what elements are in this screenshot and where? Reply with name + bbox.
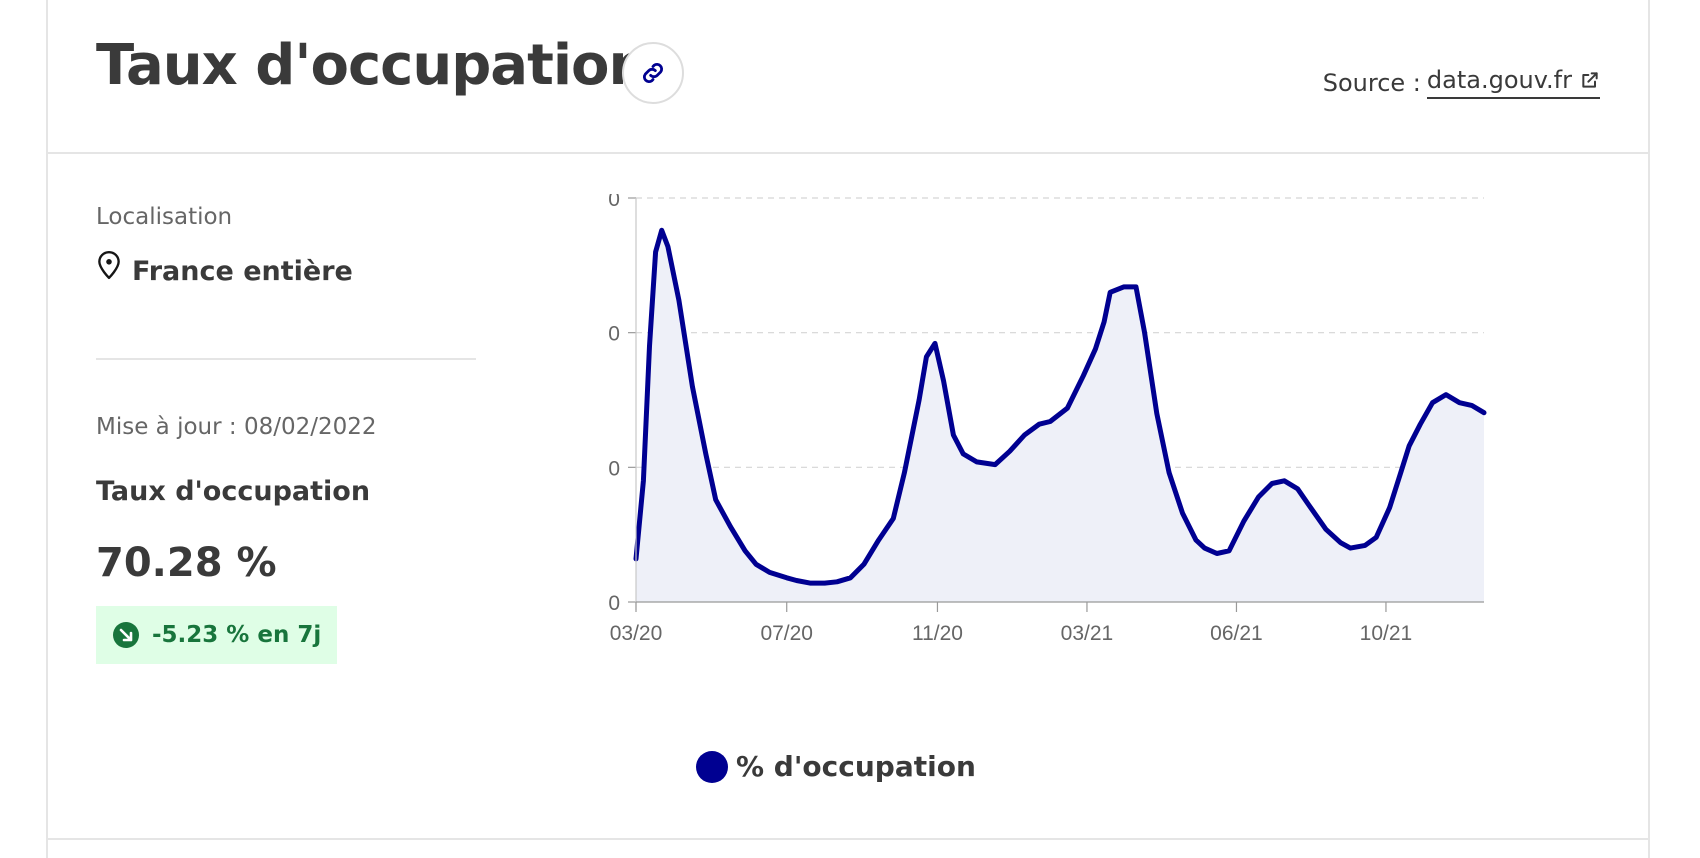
copy-link-button[interactable] <box>622 42 684 104</box>
x-tick-label: 10/21 <box>1360 622 1413 645</box>
location-value: France entière <box>132 256 353 287</box>
page-title: Taux d'occupation <box>96 33 648 98</box>
x-tick-label: 06/21 <box>1210 622 1263 645</box>
x-tick-label: 03/21 <box>1061 622 1114 645</box>
metric-label: Taux d'occupation <box>96 476 371 507</box>
source-prefix: Source : <box>1322 68 1421 97</box>
metric-value: 70.28 % <box>96 540 277 586</box>
occupancy-chart: 0 50 100 150 03/20 07/20 11/20 03/21 06/21 10/21 <box>608 194 1487 645</box>
link-icon <box>642 62 664 84</box>
chart-axes: 0 50 100 150 03/20 07/20 11/20 03/21 06/21 10/21 <box>608 194 1484 645</box>
x-tick-label: 11/20 <box>912 622 963 645</box>
bottom-divider <box>48 838 1648 840</box>
map-pin-icon <box>98 250 120 280</box>
x-tick-label: 07/20 <box>760 622 813 645</box>
external-link-icon <box>1582 72 1598 88</box>
y-tick-label: 50 <box>608 457 620 480</box>
chart-legend: % d'occupation <box>696 750 976 783</box>
source-link[interactable]: data.gouv.fr <box>1426 66 1600 99</box>
update-date: Mise à jour : 08/02/2022 <box>96 414 377 440</box>
source-link-label: data.gouv.fr <box>1426 66 1572 94</box>
change-text: -5.23 % en 7j <box>152 622 322 648</box>
card-header: Taux d'occupation Source : data.gouv.fr <box>48 0 1648 154</box>
y-tick-label: 0 <box>608 592 620 615</box>
legend-marker <box>696 750 728 783</box>
x-tick-label: 03/20 <box>610 622 663 645</box>
series-line <box>633 227 1487 586</box>
source: Source : data.gouv.fr <box>1323 66 1600 99</box>
arrow-down-right-icon <box>113 622 139 648</box>
location-selector[interactable]: France entière <box>96 250 476 287</box>
location-block: Localisation France entière <box>96 204 476 287</box>
location-label: Localisation <box>96 204 233 230</box>
sidebar-divider <box>96 358 476 360</box>
y-tick-label: 100 <box>608 323 620 346</box>
y-tick-label: 150 <box>608 194 620 211</box>
legend-label: % d'occupation <box>736 750 976 783</box>
change-badge: -5.23 % en 7j <box>96 606 338 664</box>
occupancy-card: Taux d'occupation Source : data.gouv.fr … <box>46 0 1650 858</box>
